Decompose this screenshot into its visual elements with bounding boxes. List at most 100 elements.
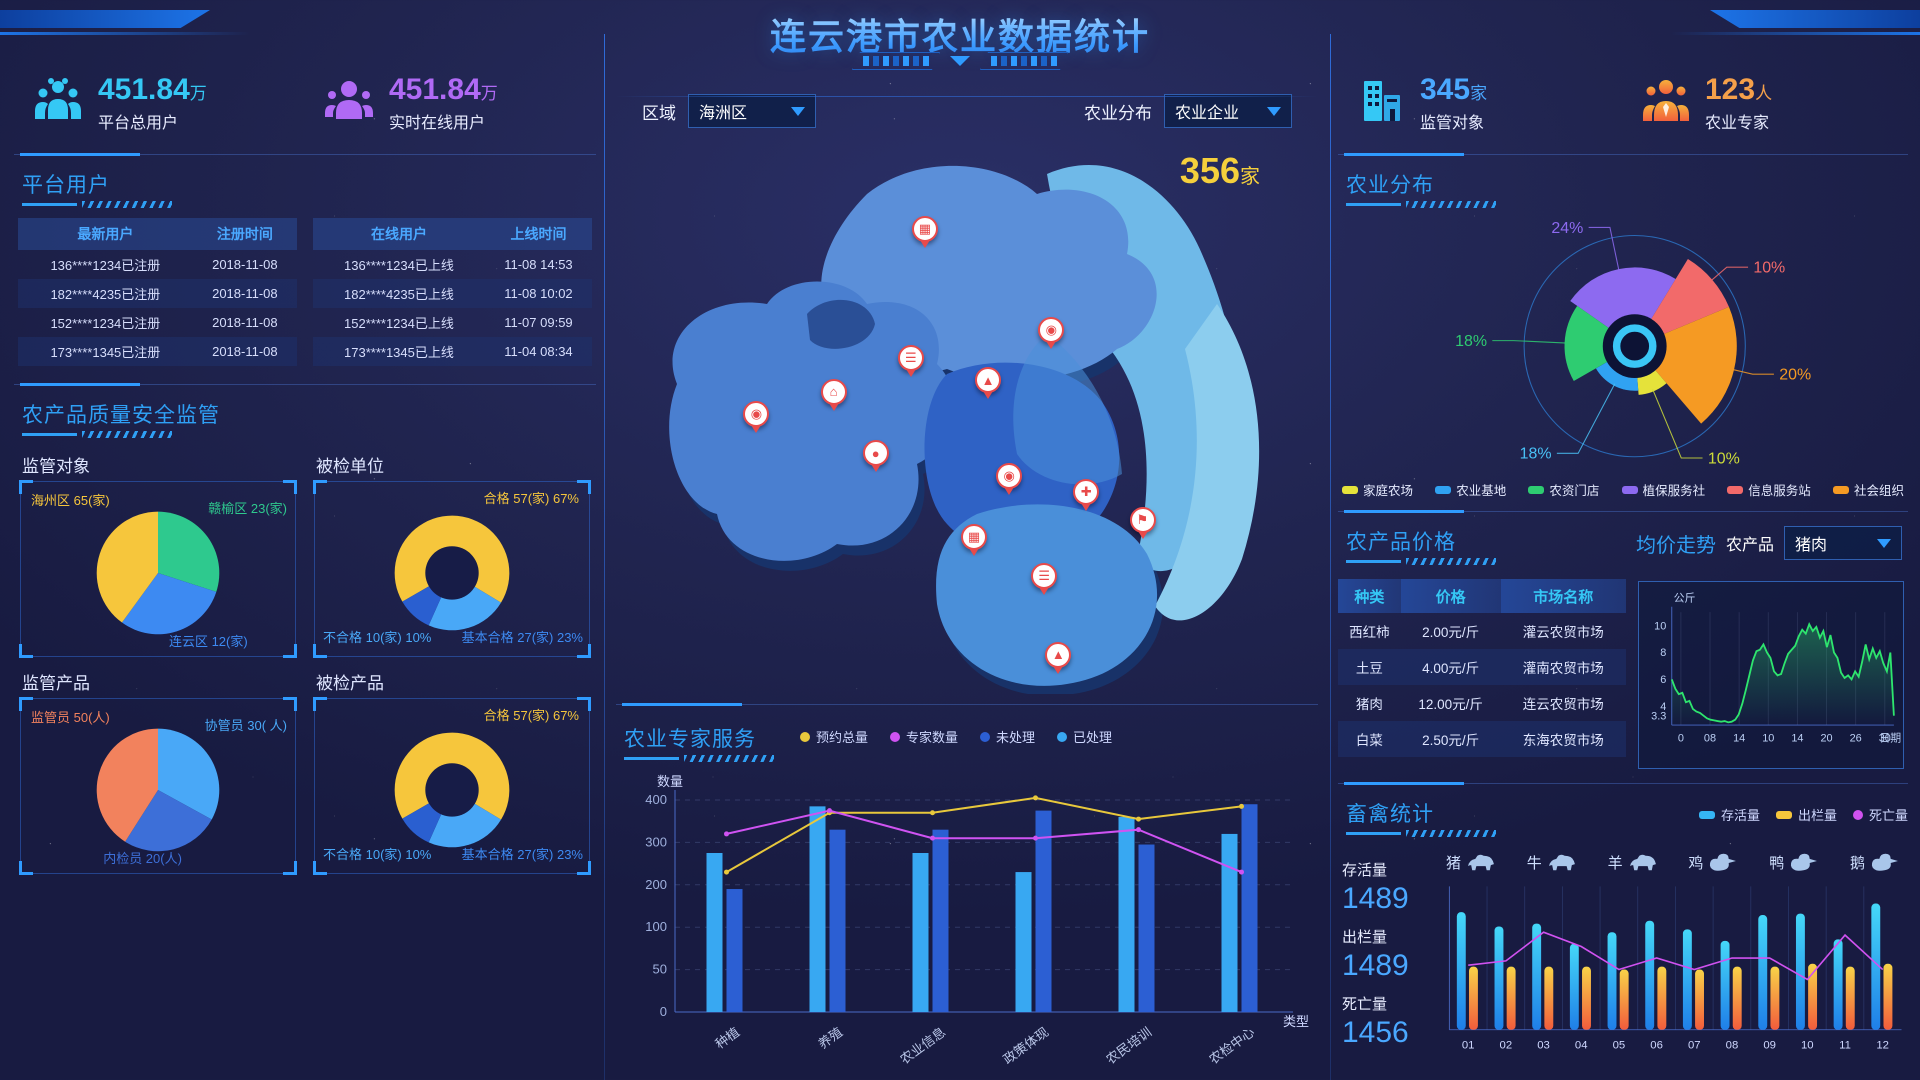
- svg-text:20%: 20%: [1779, 367, 1811, 384]
- left-stats-row: 451.84万 平台总用户 451.84万 实时在线用户: [14, 62, 596, 144]
- trend-select-label: 农产品: [1725, 537, 1774, 554]
- pie-label: 协管员 30( 人): [204, 718, 287, 733]
- legend-marker: [1342, 485, 1358, 494]
- quadruped-icon: [1548, 854, 1575, 871]
- chart-inspected-units: 被检单位 合格 57(家) 67% 不合格 10(家) 10% 基本合格 27(…: [313, 446, 591, 658]
- stat-unit: 万: [189, 84, 207, 103]
- distribution-rose-chart: 24% 10% 20% 10% 18% 18%: [1338, 210, 1908, 478]
- animal-item[interactable]: 羊: [1608, 851, 1658, 873]
- svg-text:农检中心: 农检中心: [1206, 1024, 1257, 1067]
- legend-item[interactable]: 农资门店: [1528, 480, 1599, 499]
- pie-label: 监管员 50(人): [31, 710, 110, 725]
- legend-label: 出栏量: [1797, 808, 1837, 823]
- map-pin[interactable]: ☰: [1031, 563, 1058, 590]
- column-header: 种类: [1338, 579, 1401, 613]
- animal-item[interactable]: 鸡: [1688, 851, 1738, 873]
- map-pin[interactable]: ▦: [911, 216, 938, 243]
- pie-label: 基本合格 27(家) 23%: [461, 847, 583, 862]
- svg-text:100: 100: [645, 919, 667, 934]
- table-row: 152****1234已上线 11-07 09:59: [313, 308, 592, 337]
- legend-marker: [1832, 485, 1849, 494]
- legend-item[interactable]: 未处理: [980, 727, 1035, 746]
- cell-price: 12.00元/斤: [1418, 697, 1483, 712]
- svg-text:03: 03: [1537, 1039, 1550, 1051]
- legend-item[interactable]: 家庭农场: [1342, 480, 1413, 499]
- legend-item[interactable]: 植保服务社: [1621, 480, 1706, 499]
- map-pin[interactable]: ▲: [1045, 641, 1072, 668]
- pin-glyph-icon: ●: [871, 445, 880, 461]
- svg-text:200: 200: [645, 877, 667, 892]
- animal-item[interactable]: 鹅: [1850, 851, 1900, 873]
- map-pin[interactable]: ◉: [743, 401, 770, 427]
- svg-text:农业信息: 农业信息: [897, 1024, 948, 1067]
- legend-marker: [1435, 485, 1452, 494]
- legend-item[interactable]: 死亡量: [1852, 805, 1908, 824]
- chart-supervise-products: 监管产品 监管员 50(人) 协管员 30( 人) 内检员 20(人): [19, 663, 297, 875]
- pie-label: 不合格 10(家) 10%: [323, 630, 432, 645]
- stat-value: 345: [1420, 73, 1471, 106]
- center-top-line: [616, 96, 1318, 97]
- svg-text:数量: 数量: [657, 774, 683, 789]
- map-pin[interactable]: ⚑: [1129, 507, 1156, 534]
- cell-time: 11-07 09:59: [504, 315, 573, 330]
- map-pin[interactable]: ●: [862, 440, 889, 467]
- animals-row: 猪牛羊鸡鸭鹅: [1438, 849, 1908, 873]
- header: 连云港市农业数据统计: [0, 0, 1920, 64]
- legend-item[interactable]: 已处理: [1057, 727, 1112, 746]
- section-underline: [624, 755, 774, 762]
- legend-label: 植保服务社: [1642, 484, 1706, 498]
- cell-user: 152****1234已注册: [50, 316, 161, 331]
- map-pin[interactable]: ▲: [975, 367, 1002, 394]
- svg-text:09: 09: [1763, 1039, 1776, 1051]
- bird-icon: [1791, 853, 1818, 871]
- svg-text:14: 14: [1733, 732, 1745, 744]
- column-header: 市场名称: [1500, 579, 1626, 613]
- animal-item[interactable]: 猪: [1446, 851, 1496, 873]
- map-pin[interactable]: ◉: [1038, 317, 1065, 343]
- svg-text:08: 08: [1726, 1039, 1739, 1051]
- price-table: 种类 价格 市场名称 西红柿 2.00元/斤 灌云农贸市场 土豆 4.00元/斤 灌南农…: [1338, 579, 1626, 757]
- left-panel: 451.84万 平台总用户 451.84万 实时在线用户 平台用户 最新用户 注…: [14, 62, 596, 876]
- legend-item[interactable]: 预约总量: [800, 727, 868, 746]
- legend-marker: [1698, 810, 1715, 819]
- legend-label: 预约总量: [816, 730, 869, 745]
- map-pin[interactable]: ✚: [1073, 479, 1100, 506]
- pin-glyph-icon: ⌂: [829, 384, 838, 400]
- legend-item[interactable]: 出栏量: [1775, 805, 1837, 824]
- svg-text:300: 300: [645, 834, 667, 849]
- product-select[interactable]: 猪肉: [1784, 526, 1902, 560]
- stat-label: 监管对象: [1420, 115, 1485, 132]
- legend-item[interactable]: 社会组织: [1832, 480, 1904, 499]
- animal-item[interactable]: 鸭: [1769, 851, 1819, 873]
- distribution-legend: 家庭农场 农业基地 农资门店 植保服务社 信息服务站 社会组织: [1338, 480, 1908, 499]
- cell-kind: 西红柿: [1349, 625, 1390, 640]
- map-pin[interactable]: ▦: [961, 524, 988, 551]
- cell-kind: 白菜: [1338, 721, 1401, 757]
- pin-glyph-icon: ☰: [905, 350, 917, 365]
- cell-time: 2018-11-08: [192, 337, 297, 366]
- legend-item[interactable]: 存活量: [1698, 805, 1760, 824]
- livestock-chart-area: 猪 牛 羊 鸡 鸭 鹅 01 02 03 04 05 06 07 08 09 10 11 12: [1438, 849, 1908, 1065]
- map-pin[interactable]: ☰: [897, 345, 924, 371]
- map-pin[interactable]: ⌂: [820, 378, 847, 405]
- chart-title: 监管产品: [22, 674, 90, 693]
- bird-icon: [1710, 853, 1737, 871]
- svg-text:14: 14: [1791, 732, 1803, 744]
- svg-text:10%: 10%: [1753, 260, 1785, 277]
- cell-kind: 土豆: [1338, 649, 1401, 685]
- legend-item[interactable]: 专家数量: [890, 727, 958, 746]
- legend-item[interactable]: 农业基地: [1435, 480, 1506, 499]
- online-table: 在线用户 上线时间 136****1234已上线 11-08 14:53 182*…: [313, 218, 592, 366]
- section-divider: [616, 703, 1318, 706]
- map-pin[interactable]: ◉: [996, 462, 1023, 489]
- legend-marker: [1775, 810, 1792, 819]
- legend-item[interactable]: 信息服务站: [1727, 480, 1811, 499]
- distribution-select[interactable]: 农业企业: [1164, 94, 1292, 128]
- region-map[interactable]: [616, 134, 1318, 694]
- table-row: 182****4235已上线 11-08 10:02: [313, 279, 592, 308]
- animal-item[interactable]: 牛: [1527, 851, 1577, 873]
- svg-text:政策体现: 政策体现: [1000, 1024, 1051, 1067]
- region-select[interactable]: 海洲区: [688, 94, 816, 128]
- register-table: 最新用户 注册时间 136****1234已注册 2018-11-08 182**…: [18, 218, 297, 366]
- legend-marker: [1852, 809, 1863, 820]
